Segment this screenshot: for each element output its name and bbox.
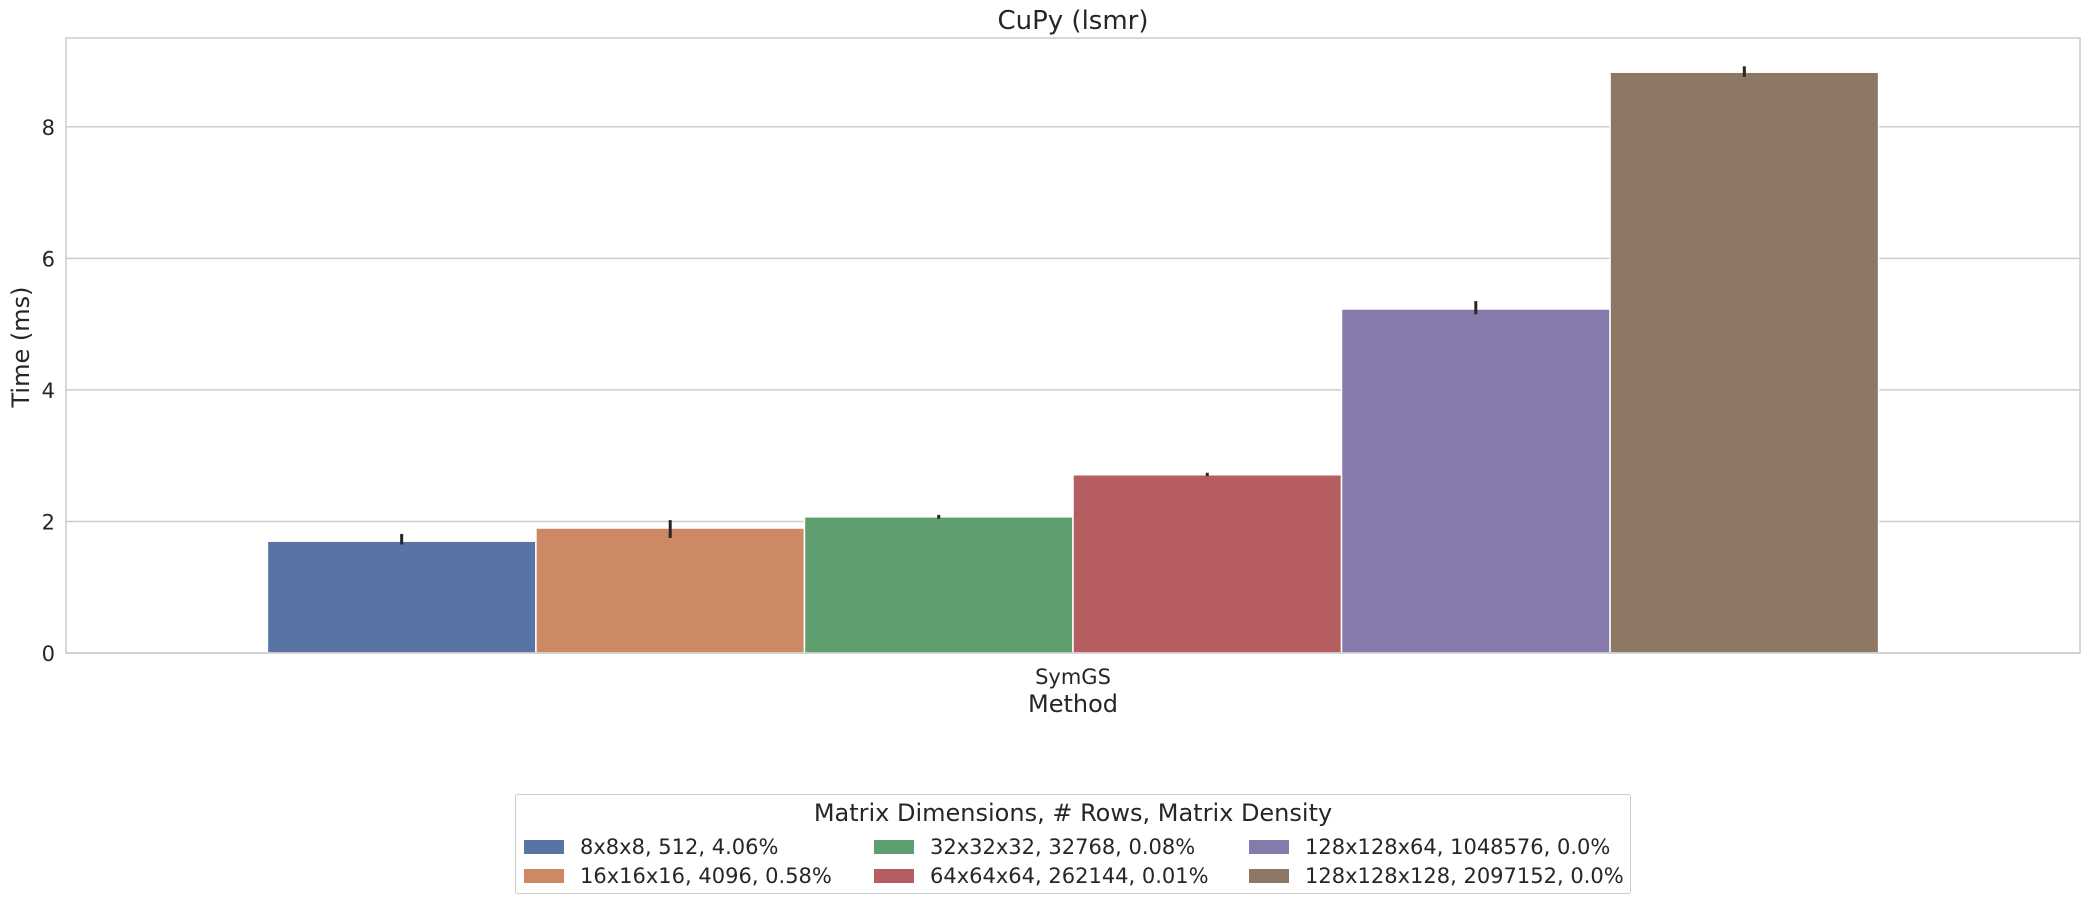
bar [1340, 308, 1611, 654]
legend-swatch [1249, 869, 1289, 883]
bar [1609, 71, 1880, 654]
x-tick-labels: SymGS [1035, 665, 1111, 689]
legend-label: 128x128x128, 2097152, 0.0% [1305, 864, 1624, 888]
x-axis-label: Method [1028, 690, 1118, 718]
bar [1072, 473, 1343, 654]
legend-swatch [524, 869, 564, 883]
error-bar-layer [400, 66, 1746, 545]
legend-title: Matrix Dimensions, # Rows, Matrix Densit… [813, 799, 1333, 827]
bar-layer [266, 71, 1880, 654]
y-tick-labels: 0 2 4 6 8 [42, 116, 55, 666]
plot-frame [65, 37, 2081, 654]
bar [266, 540, 537, 654]
y-tick-label: 0 [42, 642, 55, 666]
x-tick-label: SymGS [1035, 665, 1111, 689]
bar [535, 527, 806, 654]
legend-label: 64x64x64, 262144, 0.01% [930, 864, 1209, 888]
legend-item: 16x16x16, 4096, 0.58% [524, 861, 832, 891]
y-tick-label: 4 [42, 379, 55, 403]
legend-swatch [874, 869, 914, 883]
y-tick-label: 2 [42, 510, 55, 534]
legend-label: 32x32x32, 32768, 0.08% [930, 835, 1196, 859]
legend-item: 128x128x64, 1048576, 0.0% [1249, 832, 1610, 862]
legend-item: 32x32x32, 32768, 0.08% [874, 832, 1195, 862]
legend-swatch [1249, 840, 1289, 854]
bar [803, 516, 1074, 654]
legend-item: 8x8x8, 512, 4.06% [524, 832, 778, 862]
legend-item: 128x128x128, 2097152, 0.0% [1249, 861, 1624, 891]
legend-swatch [524, 840, 564, 854]
chart-title: CuPy (lsmr) [997, 6, 1148, 36]
legend-item: 64x64x64, 262144, 0.01% [874, 861, 1209, 891]
y-axis-label: Time (ms) [7, 287, 35, 409]
y-tick-label: 6 [42, 247, 55, 271]
legend: Matrix Dimensions, # Rows, Matrix Densit… [515, 794, 1631, 894]
legend-label: 128x128x64, 1048576, 0.0% [1305, 835, 1611, 859]
legend-label: 8x8x8, 512, 4.06% [580, 835, 779, 859]
y-tick-label: 8 [42, 116, 55, 140]
legend-label: 16x16x16, 4096, 0.58% [580, 864, 832, 888]
legend-swatch [874, 840, 914, 854]
